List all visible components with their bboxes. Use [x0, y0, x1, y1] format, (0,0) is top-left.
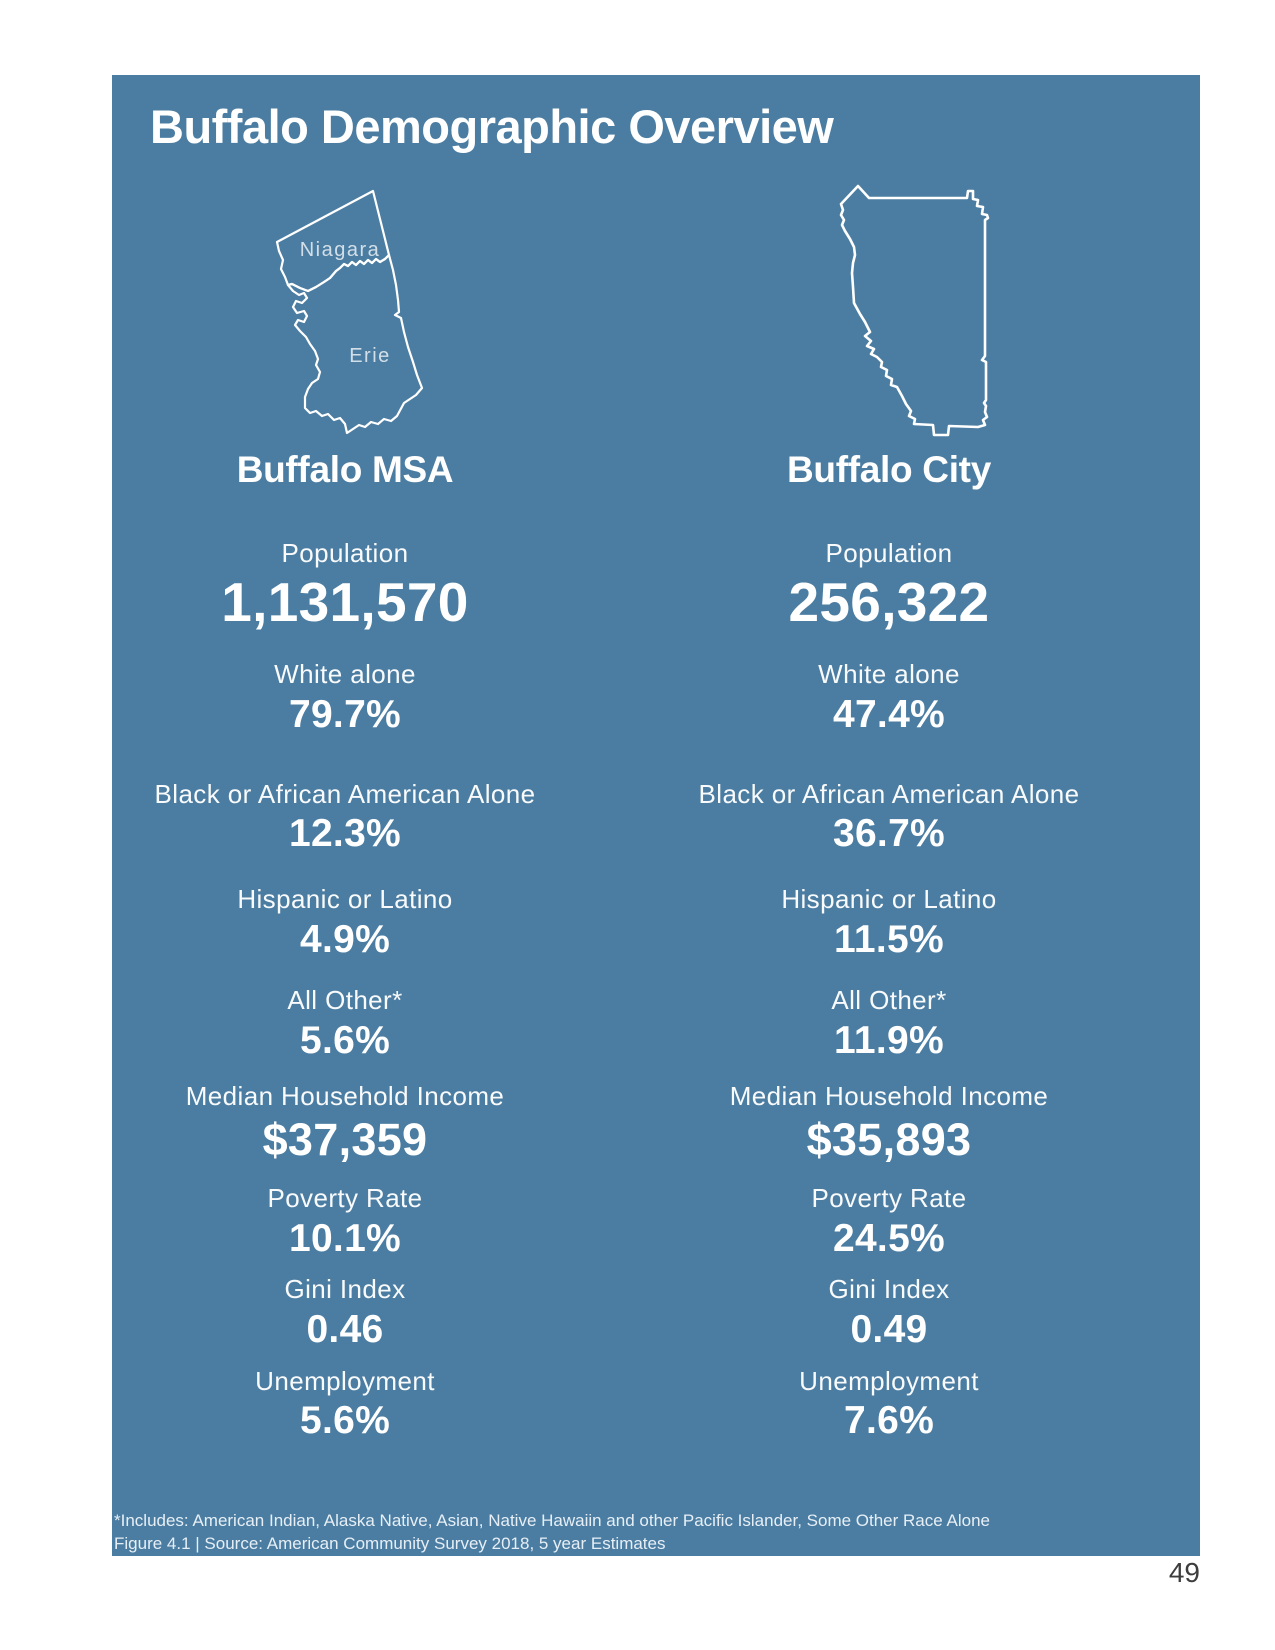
stat-value: 4.9%	[299, 917, 391, 961]
stat-value: $35,893	[806, 1114, 972, 1166]
column-buffalo-msa: Niagara Erie Buffalo MSA Population 1,131…	[112, 175, 617, 1464]
stat-label: Hispanic or Latino	[781, 884, 997, 915]
demographic-overview-panel: Buffalo Demographic Overview Niagara Eri…	[112, 75, 1200, 1556]
stat-value: 10.1%	[288, 1216, 402, 1260]
stat-value: 1,131,570	[221, 571, 469, 634]
footnote-source: Figure 4.1 | Source: American Community …	[114, 1534, 666, 1553]
stat-all-other: All Other* 11.9%	[617, 984, 1161, 1063]
stat-label: Poverty Rate	[267, 1183, 423, 1214]
stat-white-alone: White alone 79.7%	[112, 658, 617, 737]
stat-label: Median Household Income	[729, 1080, 1049, 1111]
comparison-columns: Niagara Erie Buffalo MSA Population 1,131…	[112, 175, 1161, 1464]
msa-map-svg: Niagara Erie	[275, 189, 423, 434]
stat-median-household-income: Median Household Income $37,359	[112, 1080, 617, 1166]
stats-list-city: Population 256,322 White alone 47.4% Black o…	[617, 537, 1161, 1444]
stat-value: 36.7%	[832, 812, 946, 856]
stat-value: 0.49	[850, 1307, 928, 1351]
stat-label: Poverty Rate	[811, 1183, 967, 1214]
stat-median-household-income: Median Household Income $35,893	[617, 1080, 1161, 1166]
stat-label: Unemployment	[255, 1365, 435, 1396]
stat-unemployment: Unemployment 7.6%	[617, 1365, 1161, 1444]
stat-gini-index: Gini Index 0.46	[112, 1273, 617, 1352]
stat-label: White alone	[274, 659, 416, 690]
stat-label: Black or African American Alone	[698, 778, 1080, 809]
stat-label: Hispanic or Latino	[237, 884, 453, 915]
stat-population: Population 1,131,570	[112, 537, 617, 635]
stat-value: 7.6%	[843, 1399, 935, 1443]
stat-gini-index: Gini Index 0.49	[617, 1273, 1161, 1352]
stat-label: Population	[281, 537, 409, 568]
buffalo-city-map	[617, 175, 1161, 441]
page-number: 49	[1168, 1557, 1200, 1588]
buffalo-city-outline	[839, 184, 990, 436]
page-title: Buffalo Demographic Overview	[150, 100, 834, 153]
stat-poverty-rate: Poverty Rate 24.5%	[617, 1182, 1161, 1261]
stat-hispanic-or-latino: Hispanic or Latino 4.9%	[112, 883, 617, 962]
stat-black-or-african-american-alone: Black or African American Alone 36.7%	[617, 778, 1161, 857]
stat-label: Gini Index	[284, 1274, 406, 1305]
stat-value: 11.5%	[834, 917, 944, 961]
stat-label: All Other*	[831, 985, 947, 1016]
footnote-includes: *Includes: American Indian, Alaska Nativ…	[114, 1511, 990, 1530]
stat-value: $37,359	[262, 1114, 428, 1166]
stat-white-alone: White alone 47.4%	[617, 658, 1161, 737]
erie-county-outline	[286, 253, 423, 434]
stat-value: 47.4%	[832, 692, 946, 736]
stat-value: 12.3%	[288, 812, 402, 856]
stat-value: 256,322	[788, 571, 990, 634]
stat-population: Population 256,322	[617, 537, 1161, 635]
buffalo-msa-map: Niagara Erie	[112, 175, 617, 441]
stat-value: 0.46	[306, 1307, 384, 1351]
stat-label: All Other*	[287, 985, 403, 1016]
stat-black-or-african-american-alone: Black or African American Alone 12.3%	[112, 778, 617, 857]
stat-value: 11.9%	[834, 1018, 944, 1062]
city-map-svg	[839, 184, 990, 436]
stat-label: White alone	[818, 659, 960, 690]
stat-value: 79.7%	[288, 692, 402, 736]
stat-value: 5.6%	[299, 1018, 391, 1062]
stat-label: Median Household Income	[185, 1080, 505, 1111]
stat-all-other: All Other* 5.6%	[112, 984, 617, 1063]
stat-label: Gini Index	[828, 1274, 950, 1305]
stats-list-msa: Population 1,131,570 White alone 79.7% Black…	[112, 537, 617, 1444]
stat-poverty-rate: Poverty Rate 10.1%	[112, 1182, 617, 1261]
stat-hispanic-or-latino: Hispanic or Latino 11.5%	[617, 883, 1161, 962]
figure-footnotes: *Includes: American Indian, Alaska Nativ…	[114, 1509, 990, 1555]
column-title-city: Buffalo City	[786, 448, 991, 490]
stat-label: Population	[825, 537, 953, 568]
stat-label: Unemployment	[799, 1365, 979, 1396]
niagara-county-label: Niagara	[299, 239, 380, 261]
stat-value: 24.5%	[832, 1216, 946, 1260]
column-buffalo-city: Buffalo City Population 256,322 White alon…	[617, 175, 1161, 1464]
erie-county-label: Erie	[349, 345, 391, 367]
stat-label: Black or African American Alone	[154, 778, 536, 809]
stat-value: 5.6%	[299, 1399, 391, 1443]
column-title-msa: Buffalo MSA	[236, 448, 454, 490]
stat-unemployment: Unemployment 5.6%	[112, 1365, 617, 1444]
